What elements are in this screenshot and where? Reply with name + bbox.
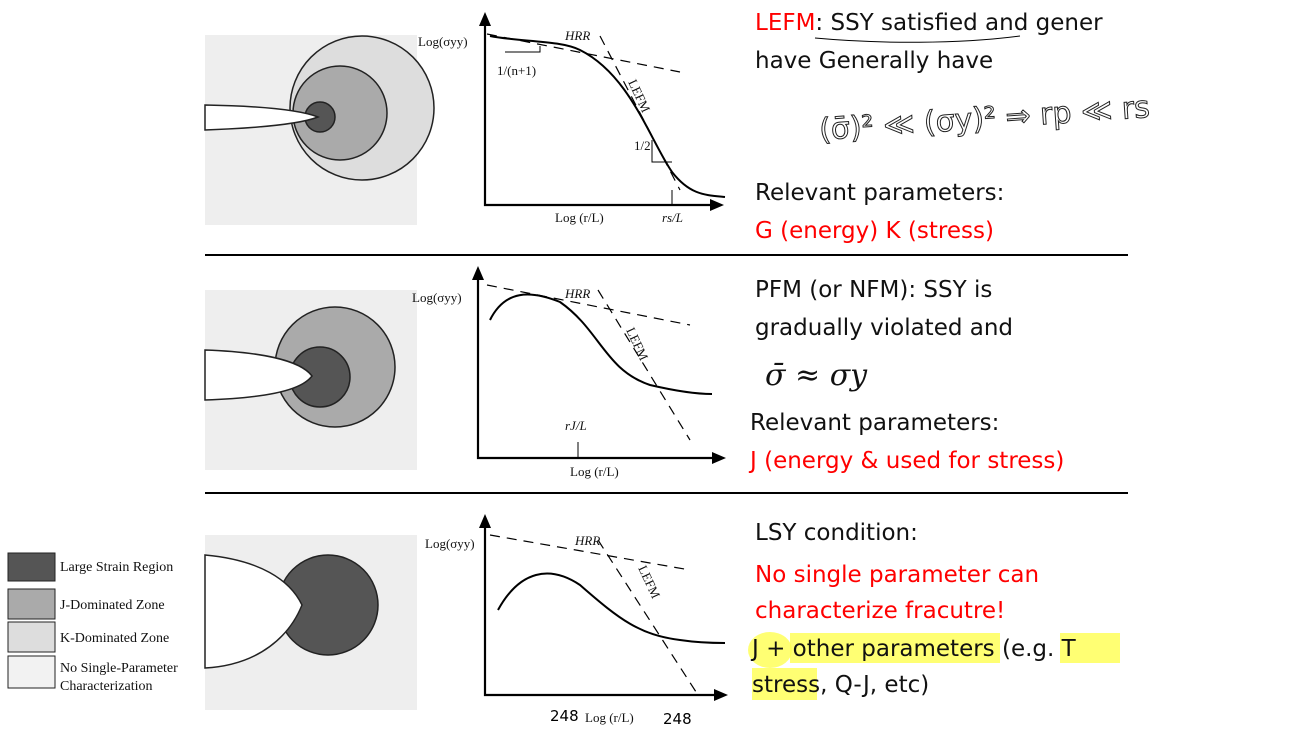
legend: Large Strain Region J-Dominated Zone K-D… [8, 553, 178, 694]
text-line: have Generally have [755, 48, 993, 74]
text-block: PFM (or NFM): SSY is gradually violated … [748, 277, 1064, 474]
label: 1/(n+1) [497, 63, 536, 78]
x-axis-label: Log (r/L) [585, 710, 634, 725]
text-block: LEFM: SSY satisfied and gener have Gener… [755, 10, 1151, 244]
legend-label: J-Dominated Zone [60, 598, 165, 613]
text-line: stress, Q-J, etc) [752, 672, 929, 698]
text-line: No single parameter can [755, 562, 1039, 588]
crack-diagram [205, 535, 417, 710]
label: 248 [550, 707, 579, 725]
text-block: LSY condition: No single parameter can c… [748, 520, 1120, 700]
legend-label: No Single-Parameter [60, 661, 178, 676]
text-line: J (energy & used for stress) [748, 448, 1064, 474]
crack-diagram [205, 290, 417, 470]
text-line: Relevant parameters: [750, 410, 999, 436]
text-line: J + other parameters (e.g. T [750, 636, 1077, 662]
y-axis-label: Log(σyy) [412, 290, 462, 305]
label: LEFM [623, 325, 651, 363]
plot: Log(σyy) HRR LEFM Log (r/L) 248 248 [425, 514, 728, 728]
label: 248 [663, 710, 692, 728]
text-line: gradually violated and [755, 315, 1013, 341]
label: rJ/L [565, 418, 587, 433]
x-axis-label: Log (r/L) [570, 464, 619, 479]
label: HRR [564, 286, 590, 301]
crack-diagram [205, 35, 434, 225]
text-line: LEFM: SSY satisfied and gener [755, 10, 1103, 36]
legend-label: K-Dominated Zone [60, 631, 169, 646]
label: rs/L [662, 210, 683, 225]
y-axis-label: Log(σyy) [418, 34, 468, 49]
text-line: G (energy) K (stress) [755, 218, 994, 244]
text-line: characterize fracutre! [755, 598, 1005, 624]
plot: Log(σyy) HRR LEFM rJ/L Log (r/L) [412, 266, 726, 479]
text-line: PFM (or NFM): SSY is [755, 277, 992, 303]
text-line: Relevant parameters: [755, 180, 1004, 206]
legend-label: Large Strain Region [60, 560, 173, 575]
slide: Log(σyy) HRR LEFM 1/(n+1) 1/2 Log (r/L) … [0, 0, 1308, 729]
legend-label: Characterization [60, 679, 153, 694]
handwriting: (σ̄)² ≪ (σy)² ⇒ rp ≪ rs [818, 90, 1151, 148]
text-line: LSY condition: [755, 520, 918, 546]
x-axis-label: Log (r/L) [555, 210, 604, 225]
label: 1/2 [634, 138, 651, 153]
label: HRR [564, 28, 590, 43]
y-axis-label: Log(σyy) [425, 536, 475, 551]
formula: σ̄ ≈ σy [765, 358, 868, 393]
label: LEFM [635, 563, 663, 601]
label: HRR [574, 533, 600, 548]
plot: Log(σyy) HRR LEFM 1/(n+1) 1/2 Log (r/L) … [418, 12, 725, 225]
